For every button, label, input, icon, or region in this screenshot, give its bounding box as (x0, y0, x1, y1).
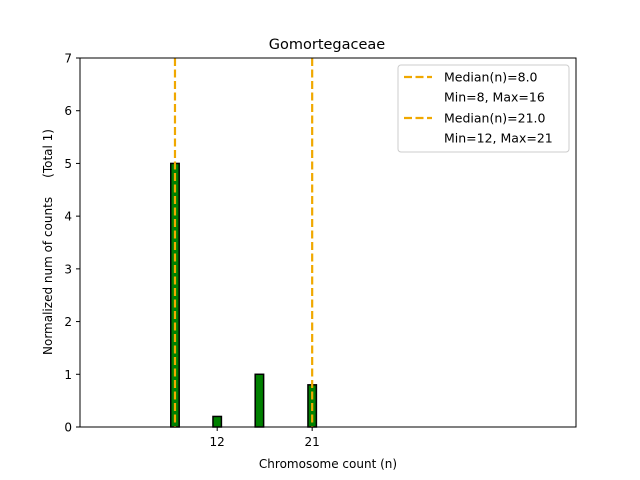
legend-range-label: Min=8, Max=16 (444, 90, 545, 105)
y-axis-label: Normalized num of counts (Total 1) (41, 129, 55, 355)
bars-group (170, 162, 318, 428)
x-tick-label: 12 (210, 435, 225, 449)
chart-title: Gomortegaceae (269, 37, 386, 53)
plot-frame (79, 57, 577, 428)
y-tick-label: 5 (64, 157, 72, 171)
legend: Median(n)=8.0 Min=8, Max=16 Median(n)=21.0… (397, 64, 570, 153)
median-lines-group (173, 58, 314, 427)
y-tick-label: 0 (64, 421, 72, 435)
y-tick-label: 7 (64, 52, 72, 66)
y-tick-label: 4 (64, 210, 72, 224)
bar (254, 373, 265, 428)
legend-median-label: Median(n)=21.0 (444, 111, 545, 126)
y-tick-label: 6 (64, 104, 72, 118)
y-tick-label: 1 (64, 368, 72, 382)
bar (212, 415, 223, 428)
y-axis-ticks: 0 1 2 3 4 5 6 7 (64, 52, 80, 435)
legend-range-label: Min=12, Max=21 (444, 131, 553, 146)
legend-frame (397, 64, 570, 153)
y-tick-label: 2 (64, 315, 72, 329)
y-tick-label: 3 (64, 262, 72, 276)
x-axis-ticks: 12 21 (210, 427, 320, 449)
x-tick-label: 21 (305, 435, 320, 449)
x-axis-label: Chromosome count (n) (259, 457, 397, 471)
legend-median-label: Median(n)=8.0 (444, 70, 538, 85)
